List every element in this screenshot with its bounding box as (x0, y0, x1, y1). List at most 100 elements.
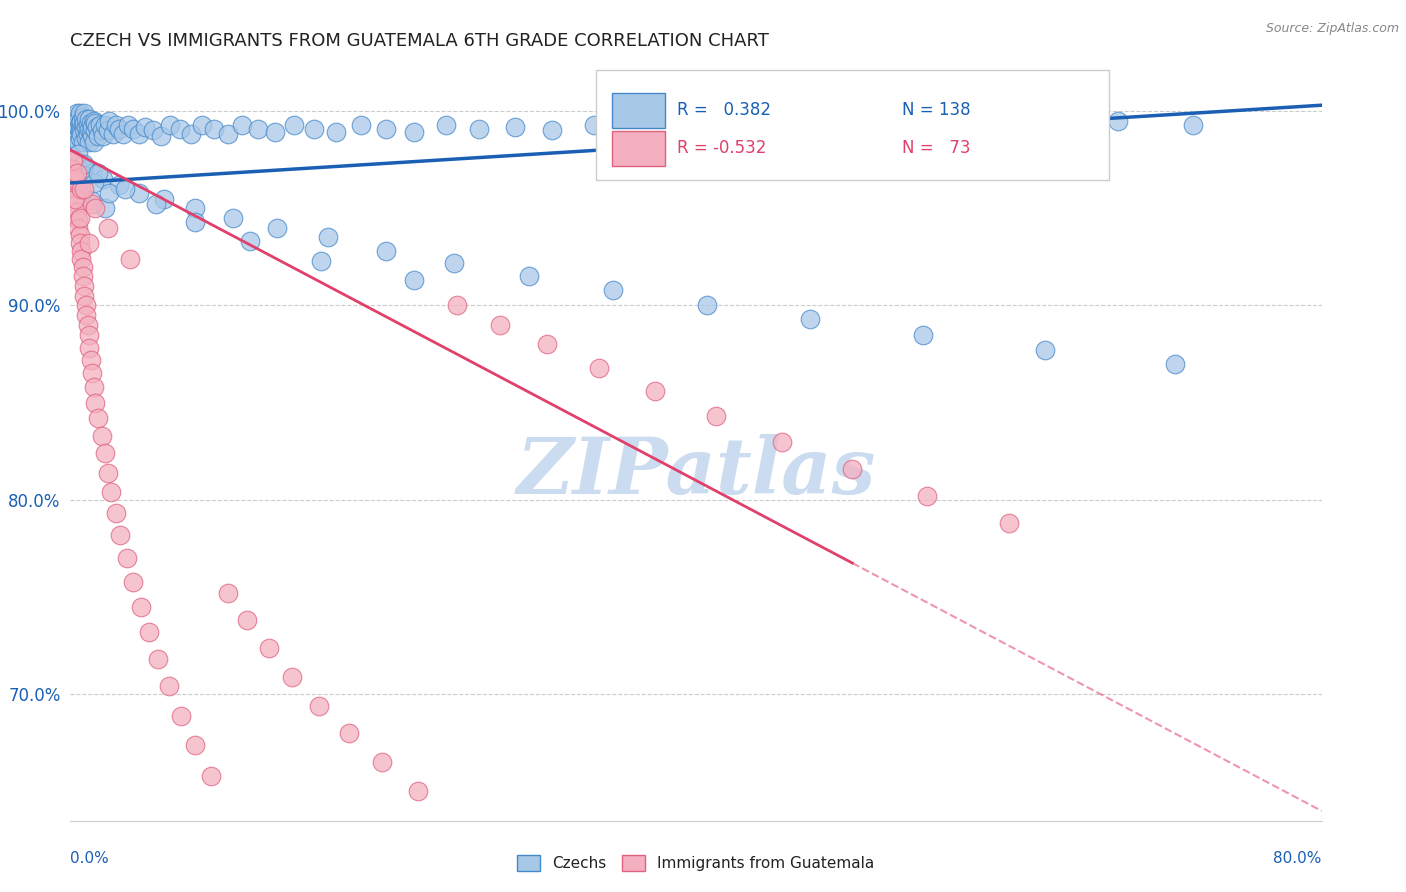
Point (588, 360, 610, 375)
Point (98, 186, 121, 200)
Point (67, 112, 90, 126)
Point (75, 131, 97, 145)
Point (202, 121, 225, 136)
Point (128, 128, 150, 142)
Point (69, 106, 91, 120)
Point (93, 118, 115, 132)
Point (76, 128, 98, 142)
Point (337, 726, 360, 740)
Point (404, 273, 426, 287)
Point (121, 121, 145, 136)
Point (72, 110, 94, 124)
Point (404, 125, 426, 139)
Point (70, 252, 93, 266)
Point (63, 153, 86, 167)
Point (190, 118, 212, 132)
Point (77, 121, 100, 136)
Point (104, 118, 127, 132)
Point (838, 116, 860, 130)
Point (264, 125, 287, 139)
Point (780, 118, 803, 132)
Point (231, 118, 253, 132)
Point (70, 182, 93, 196)
Point (517, 269, 540, 284)
Point (82, 367, 104, 381)
FancyBboxPatch shape (612, 130, 665, 166)
Point (60, 153, 83, 167)
Point (91, 172, 114, 186)
Point (107, 178, 129, 192)
Point (63, 189, 86, 203)
Point (911, 327, 934, 342)
Point (62, 118, 84, 132)
Point (799, 312, 821, 326)
Point (170, 708, 193, 723)
Point (1033, 116, 1056, 130)
Point (69, 116, 91, 130)
Point (65, 205, 87, 219)
Point (73, 182, 96, 196)
Point (100, 485, 122, 500)
Point (222, 211, 245, 225)
Point (446, 298, 468, 312)
Point (82, 129, 104, 144)
Point (69, 131, 91, 145)
Point (83, 135, 105, 149)
Text: R =   0.382: R = 0.382 (678, 101, 772, 120)
Point (67, 213, 90, 227)
Point (725, 120, 748, 134)
Point (65, 166, 87, 180)
Point (63, 182, 86, 196)
Point (83, 113, 105, 128)
Point (93, 446, 115, 460)
Point (62, 168, 84, 182)
Point (98, 113, 121, 128)
Point (69, 228, 91, 243)
Point (142, 123, 165, 137)
Point (1182, 118, 1205, 132)
Point (90, 123, 112, 137)
Text: N = 138: N = 138 (903, 101, 972, 120)
Point (97, 123, 120, 137)
Text: 80.0%: 80.0% (1274, 851, 1322, 866)
Text: CZECH VS IMMIGRANTS FROM GUATEMALA 6TH GRADE CORRELATION CHART: CZECH VS IMMIGRANTS FROM GUATEMALA 6TH G… (70, 32, 769, 50)
Point (75, 298, 97, 312)
Point (169, 121, 191, 136)
Point (63, 110, 86, 124)
Point (69, 123, 91, 137)
Point (65, 106, 87, 120)
Point (73, 279, 96, 293)
Point (157, 680, 180, 694)
Point (89, 118, 111, 132)
Point (65, 197, 87, 211)
Point (644, 384, 666, 398)
Point (79, 352, 101, 367)
Text: R = -0.532: R = -0.532 (678, 139, 766, 157)
Point (308, 698, 330, 713)
Text: ZIPatlas: ZIPatlas (516, 434, 876, 510)
Point (443, 255, 465, 269)
Point (67, 146, 90, 161)
Point (602, 283, 624, 297)
Point (79, 125, 101, 139)
Point (917, 489, 939, 503)
Point (180, 128, 202, 142)
Point (406, 784, 429, 798)
Point (217, 586, 239, 600)
Point (675, 118, 697, 132)
Point (90, 428, 112, 442)
Point (62, 129, 84, 144)
Point (73, 123, 96, 137)
Point (82, 197, 104, 211)
Point (150, 129, 173, 144)
Point (69, 236, 91, 251)
FancyBboxPatch shape (612, 93, 665, 128)
Point (184, 215, 207, 229)
Point (370, 756, 392, 770)
Point (541, 123, 564, 137)
Point (325, 125, 347, 139)
Point (184, 738, 207, 752)
Point (73, 156, 96, 170)
Point (93, 201, 115, 215)
Point (898, 120, 921, 134)
